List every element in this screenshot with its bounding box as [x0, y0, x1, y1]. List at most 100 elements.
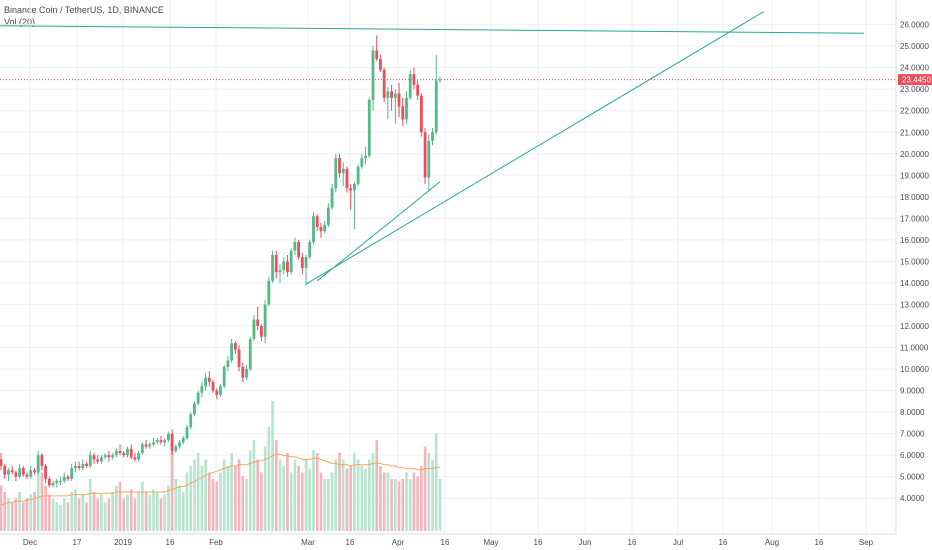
candle-body	[55, 481, 59, 484]
volume-bar	[237, 459, 241, 531]
volume-bar	[334, 459, 338, 531]
volume-bar	[129, 489, 133, 531]
volume-bar	[382, 472, 386, 531]
candle-body	[140, 444, 144, 454]
candle-body	[74, 465, 77, 469]
trendline[interactable]	[305, 11, 764, 285]
volume-bar	[3, 492, 7, 531]
candle-body	[315, 216, 319, 227]
volume-bar	[375, 440, 379, 531]
time-tick-label: 16	[346, 538, 355, 547]
candle-body	[178, 442, 181, 447]
volume-bar	[408, 479, 412, 531]
symbol-title: Binance Coin / TetherUS, 1D, BINANCE	[4, 5, 164, 15]
candle-body	[66, 476, 70, 479]
price-tick-label: 21.0000	[900, 128, 929, 137]
candle-body	[308, 242, 312, 258]
candle-body	[271, 254, 274, 281]
trendline[interactable]	[316, 181, 441, 282]
candle-body	[326, 207, 330, 225]
volume-bar	[14, 498, 18, 531]
volume-bar	[148, 494, 152, 531]
candle-body	[137, 453, 141, 460]
volume-bar	[434, 433, 438, 531]
volume-bar	[181, 492, 185, 531]
candle-body	[293, 242, 297, 251]
volume-bar	[327, 479, 330, 531]
price-tick-label: 23.0000	[900, 85, 929, 94]
volume-bar	[234, 466, 237, 531]
volume-bar	[118, 481, 122, 531]
volume-bar	[267, 427, 271, 531]
volume-bar	[126, 494, 129, 531]
volume-bar	[122, 498, 126, 531]
price-tick-label: 16.0000	[900, 236, 929, 245]
volume-bar	[263, 446, 267, 531]
volume-bar	[390, 479, 393, 531]
trendline[interactable]	[0, 25, 865, 34]
volume-bar	[427, 453, 431, 531]
candle-body	[304, 257, 308, 268]
volume-bar	[204, 459, 207, 531]
volume-bar	[282, 466, 286, 531]
volume-bar	[85, 502, 88, 531]
time-axis[interactable]: Dec 17 2019 16 Feb Mar 16 Apr 16 May 16 Jun 16 Jul 16 A…	[23, 538, 874, 547]
candle-body	[204, 377, 207, 387]
time-tick-label: Jul	[673, 538, 683, 547]
time-tick-label: Dec	[23, 538, 37, 547]
volume-bar	[405, 472, 408, 531]
candle-body	[44, 465, 48, 479]
volume-bar	[315, 453, 319, 531]
volume-bar	[111, 492, 114, 531]
time-tick-label: 2019	[114, 538, 132, 547]
candle-body	[260, 326, 263, 337]
candle-body	[126, 448, 129, 456]
volume-bar	[33, 492, 36, 531]
volume-bar	[420, 466, 423, 531]
volume-bar	[107, 498, 111, 531]
time-tick-label: May	[483, 538, 498, 547]
trendlines[interactable]	[0, 11, 865, 285]
time-tick-label: 16	[815, 538, 824, 547]
volume-bar	[62, 498, 66, 531]
candle-body	[62, 476, 66, 482]
volume-bar	[170, 450, 174, 531]
candle-body	[103, 455, 107, 458]
volume-bar	[356, 459, 360, 531]
candle-body	[289, 250, 293, 273]
volume-bar	[196, 453, 200, 531]
candle-body	[3, 465, 7, 475]
candle-body	[367, 99, 371, 156]
price-tick-label: 14.0000	[900, 279, 929, 288]
candle-body	[267, 280, 271, 305]
candle-body	[159, 440, 163, 443]
candle-body	[338, 158, 341, 174]
volume-bar	[397, 481, 401, 531]
candle-body	[353, 183, 356, 191]
price-tick-label: 13.0000	[900, 300, 929, 309]
volume-bar	[271, 401, 274, 531]
candle-body	[222, 366, 226, 387]
price-tick-label: 25.0000	[900, 42, 929, 51]
candle-body	[300, 257, 304, 268]
volume-bar	[241, 476, 245, 531]
volume-bar	[25, 498, 29, 531]
price-axis-bg	[896, 0, 932, 534]
candle-body	[219, 386, 222, 395]
price-axis[interactable]: 4.0000 5.0000 6.0000 7.0000 8.0000 9.0000 10.0…	[900, 21, 929, 504]
price-tick-label: 8.0000	[900, 408, 925, 417]
current-price-tag: 23.4450	[898, 74, 932, 86]
candle-body	[248, 338, 252, 370]
volume-bar	[308, 468, 312, 531]
price-tick-label: 12.0000	[900, 322, 929, 331]
volume-bar	[0, 485, 3, 531]
volume-bar	[312, 450, 315, 531]
volume-bar	[96, 498, 100, 531]
candle-body	[215, 390, 219, 395]
candle-body	[7, 470, 10, 475]
candle-body	[371, 50, 375, 100]
candle-body	[118, 450, 122, 454]
volume-bar	[394, 479, 397, 531]
time-tick-label: Mar	[301, 538, 315, 547]
